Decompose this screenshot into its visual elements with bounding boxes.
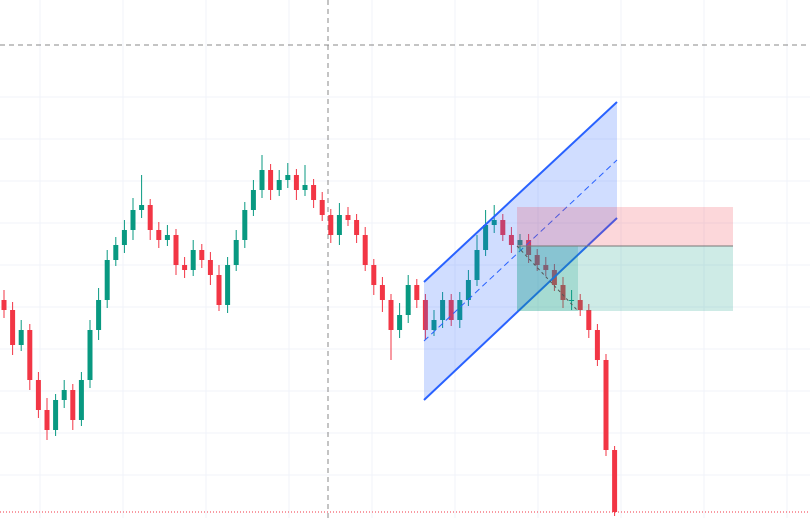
- candle-body: [44, 410, 50, 430]
- candle-body: [517, 240, 523, 245]
- candle-body: [302, 185, 308, 190]
- candle-body: [388, 300, 394, 330]
- target-zone: [517, 246, 733, 311]
- candle-body: [147, 205, 153, 230]
- candle-body: [431, 320, 437, 330]
- candle-body: [577, 300, 583, 310]
- candle-body: [285, 175, 291, 180]
- candle-body: [457, 300, 463, 320]
- candle-body: [113, 245, 119, 260]
- candle-body: [10, 310, 16, 345]
- candle-body: [345, 215, 351, 220]
- candle-body: [448, 300, 454, 320]
- candle-body: [569, 300, 575, 301]
- candle-body: [268, 170, 274, 190]
- candle-body: [603, 360, 609, 450]
- candle-body: [104, 260, 110, 300]
- candle-body: [560, 285, 566, 300]
- candle-body: [27, 330, 33, 380]
- candle-body: [397, 315, 403, 330]
- candle-body: [225, 265, 231, 305]
- candle-body: [534, 255, 540, 265]
- candle-body: [70, 390, 76, 420]
- candle-body: [311, 185, 317, 200]
- candle-body: [242, 210, 248, 240]
- candle-body: [354, 220, 360, 235]
- stop-zone: [517, 207, 733, 246]
- candle-body: [130, 210, 136, 230]
- parallel-channel: [423, 101, 618, 401]
- candle-body: [164, 235, 170, 240]
- candle-body: [414, 285, 420, 300]
- candle-body: [543, 265, 549, 270]
- candle-body: [233, 240, 239, 265]
- candle-body: [156, 230, 162, 240]
- candle-body: [526, 240, 532, 255]
- channel-top: [423, 101, 618, 283]
- candle-body: [371, 265, 377, 285]
- candle-body: [18, 330, 24, 345]
- candle-body: [474, 250, 480, 280]
- candle-body: [405, 285, 411, 315]
- candle-body: [465, 280, 471, 300]
- candle-body: [259, 170, 265, 190]
- candle-body: [319, 200, 325, 215]
- candle-body: [190, 250, 196, 270]
- candle-body: [207, 260, 213, 275]
- candle-body: [491, 220, 497, 225]
- channel-bottom: [423, 217, 618, 401]
- candle-body: [35, 380, 41, 410]
- candle-body: [250, 190, 256, 210]
- candle-body: [293, 175, 299, 190]
- candles: [1, 155, 618, 516]
- candle-body: [483, 225, 489, 250]
- candle-body: [440, 300, 446, 320]
- candle-body: [612, 450, 618, 512]
- candle-body: [500, 220, 506, 235]
- candle-body: [78, 380, 84, 420]
- candle-body: [276, 180, 282, 190]
- candle-body: [328, 215, 334, 235]
- candle-body: [199, 250, 205, 260]
- candle-body: [182, 265, 188, 270]
- candle-body: [173, 235, 179, 265]
- channel-mid: [423, 159, 618, 342]
- candle-body: [139, 205, 145, 210]
- candle-body: [1, 300, 7, 310]
- candle-body: [96, 300, 102, 330]
- candle-body: [216, 275, 222, 305]
- candle-body: [594, 330, 600, 360]
- candle-body: [336, 215, 342, 235]
- candle-body: [121, 230, 127, 245]
- path-line: [516, 245, 579, 312]
- candle-body: [508, 235, 514, 245]
- candle-body: [362, 235, 368, 265]
- candle-body: [53, 400, 59, 430]
- candle-body: [422, 300, 428, 330]
- short-position: [516, 207, 733, 312]
- candle-body: [61, 390, 67, 400]
- candle-body: [586, 310, 592, 330]
- candle-body: [379, 285, 385, 300]
- candle-body: [87, 330, 93, 380]
